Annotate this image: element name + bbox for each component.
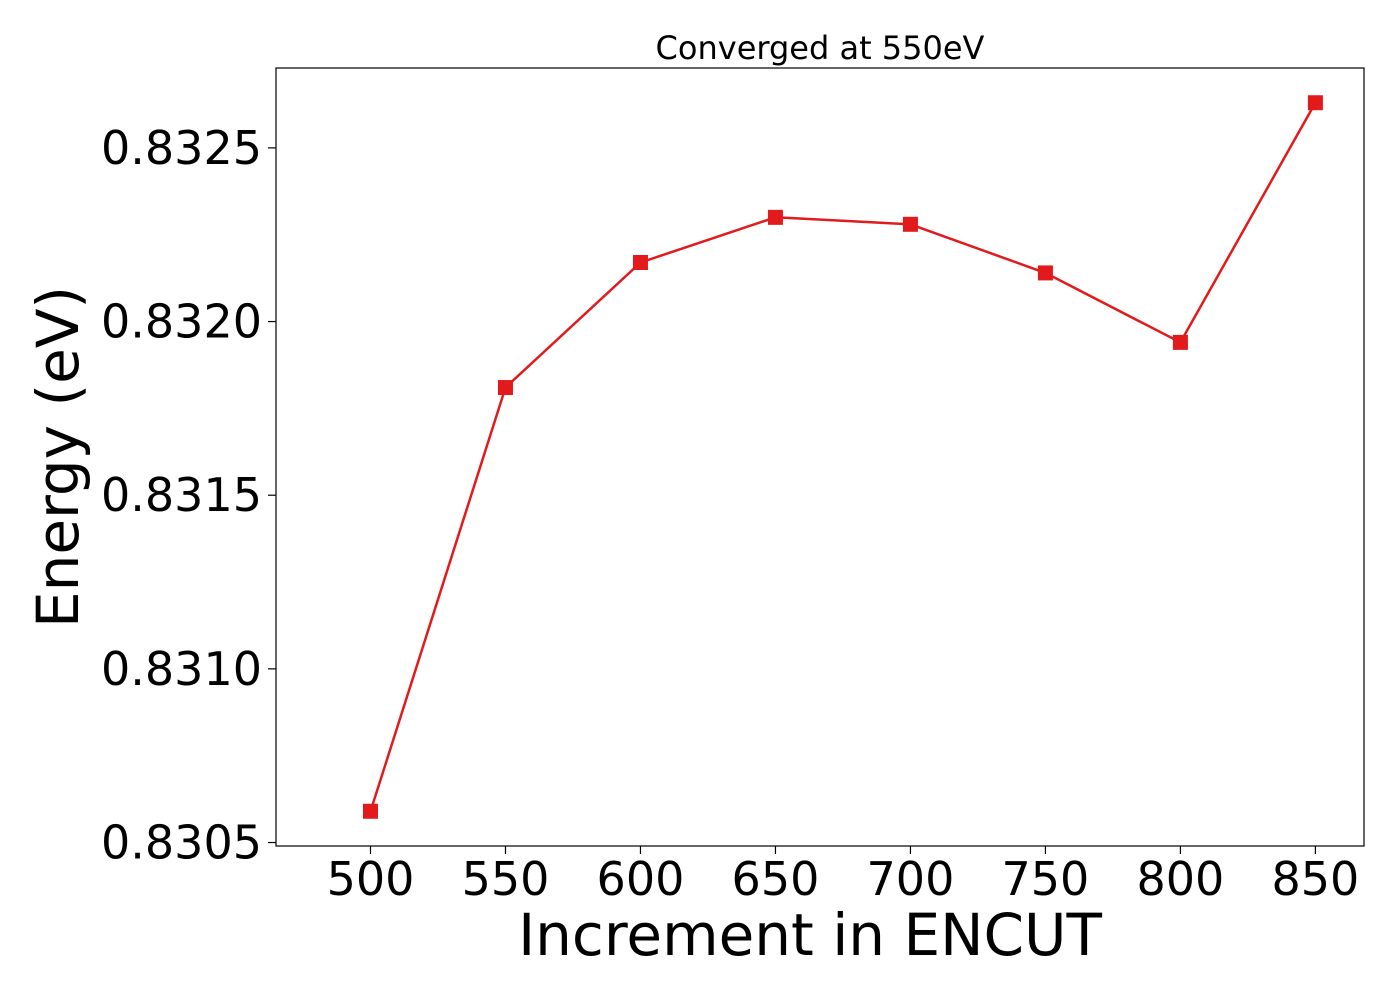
x-tick-label: 850 (1271, 852, 1359, 906)
x-axis-ticks: 500 550 600 650 700 750 800 850 (327, 846, 1359, 906)
data-point-marker (1307, 95, 1323, 111)
y-tick-label: 0.8320 (101, 295, 262, 349)
y-axis-label: Energy (eV) (24, 286, 92, 628)
x-tick-label: 750 (1002, 852, 1090, 906)
y-tick-label: 0.8315 (101, 468, 262, 522)
y-axis-ticks: 0.8305 0.8310 0.8315 0.8320 0.8325 (101, 121, 276, 870)
data-point-marker (497, 380, 513, 396)
x-tick-label: 800 (1137, 852, 1225, 906)
x-tick-label: 650 (732, 852, 820, 906)
y-tick-label: 0.8325 (101, 121, 262, 175)
x-tick-label: 500 (327, 852, 415, 906)
chart-title: Converged at 550eV (656, 29, 985, 67)
y-tick-label: 0.8310 (101, 642, 262, 696)
data-point-marker (632, 255, 648, 270)
series-line (369, 102, 1317, 812)
x-tick-label: 600 (597, 852, 685, 906)
y-tick-label: 0.8305 (101, 816, 262, 870)
data-point-marker (767, 209, 783, 225)
data-point-marker (1037, 265, 1053, 281)
data-point-marker (1172, 334, 1188, 350)
data-point-marker (902, 216, 918, 232)
data-point-marker (362, 803, 378, 819)
series-layer (362, 95, 1323, 819)
plot-frame (275, 67, 1365, 847)
x-axis-label: Increment in ENCUT (518, 901, 1102, 969)
x-tick-label: 700 (867, 852, 955, 906)
x-tick-label: 550 (462, 852, 550, 906)
